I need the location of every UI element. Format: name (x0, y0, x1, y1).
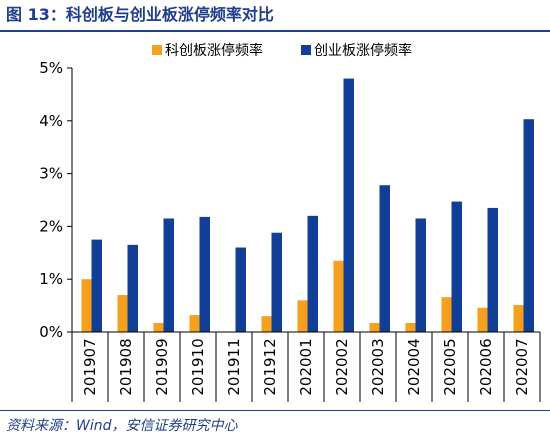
bar-chinext-201908 (127, 244, 138, 332)
bar-star-market-202004 (405, 323, 416, 332)
x-tick-label: 202004 (405, 338, 423, 395)
legend-swatch-0 (152, 45, 162, 55)
source-divider (0, 410, 550, 411)
bar-chinext-201909 (163, 218, 174, 332)
y-tick-label: 2% (39, 217, 63, 235)
legend-label-0: 科创板涨停频率 (165, 42, 263, 59)
x-tick-label: 201912 (261, 338, 279, 395)
bar-star-market-202006 (477, 307, 488, 332)
bar-star-market-201909 (153, 323, 164, 332)
x-tick-label: 202006 (477, 338, 495, 395)
bar-chinext-202005 (451, 201, 462, 332)
bar-star-market-201910 (189, 315, 200, 332)
figure-title: 图 13：科创板与创业板涨停频率对比 (6, 5, 274, 24)
bar-chinext-201912 (271, 232, 282, 332)
bar-chinext-202007 (523, 119, 534, 332)
x-tick-label: 201911 (225, 338, 243, 395)
bar-star-market-201907 (81, 279, 92, 332)
legend-label-1: 创业板涨停频率 (314, 42, 412, 59)
x-tick-label: 202003 (369, 338, 387, 395)
bar-chinext-201911 (235, 247, 246, 332)
bar-chinext-202003 (379, 185, 390, 332)
bar-star-market-201908 (117, 295, 128, 332)
x-tick-label: 201910 (189, 338, 207, 395)
x-tick-label: 201907 (81, 338, 99, 395)
x-tick-label: 202005 (441, 338, 459, 395)
bar-chinext-201910 (199, 216, 210, 332)
bar-chart: 科创板涨停频率 创业板涨停频率 0% 1% 2% 3% 4% 5% 201907 201908… (39, 42, 541, 402)
bar-star-market-202003 (369, 323, 380, 332)
bar-chinext-202006 (487, 207, 498, 332)
title-divider (0, 30, 550, 32)
bar-star-market-202007 (513, 305, 524, 332)
y-tick-label: 3% (39, 165, 63, 183)
legend-swatch-1 (301, 45, 311, 55)
bar-chinext-202001 (307, 215, 318, 332)
x-tick-label: 202001 (297, 338, 315, 395)
y-tick-label: 0% (39, 323, 63, 341)
bar-chinext-202002 (343, 78, 354, 332)
x-axis: 201907 201908 201909 201910 201911 201912 2020… (71, 331, 541, 402)
y-tick-label: 5% (39, 59, 63, 77)
bar-chinext-202004 (415, 218, 426, 332)
y-tick-label: 4% (39, 112, 63, 130)
chart-legend: 科创板涨停频率 创业板涨停频率 (152, 42, 412, 59)
x-tick-label: 202007 (513, 338, 531, 395)
x-tick-label: 201908 (117, 338, 135, 395)
bar-star-market-202005 (441, 297, 452, 332)
y-tick-label: 1% (39, 270, 63, 288)
bar-star-market-201912 (261, 316, 272, 332)
chart-bars (81, 78, 534, 332)
x-tick-label: 201909 (153, 338, 171, 395)
bar-star-market-202002 (333, 260, 344, 332)
bar-star-market-202001 (297, 300, 308, 332)
x-tick-label: 202002 (333, 338, 351, 395)
y-axis: 0% 1% 2% 3% 4% 5% (39, 59, 73, 341)
source-note: 资料来源：Wind，安信证券研究中心 (6, 418, 238, 434)
bar-chinext-201907 (91, 239, 102, 332)
